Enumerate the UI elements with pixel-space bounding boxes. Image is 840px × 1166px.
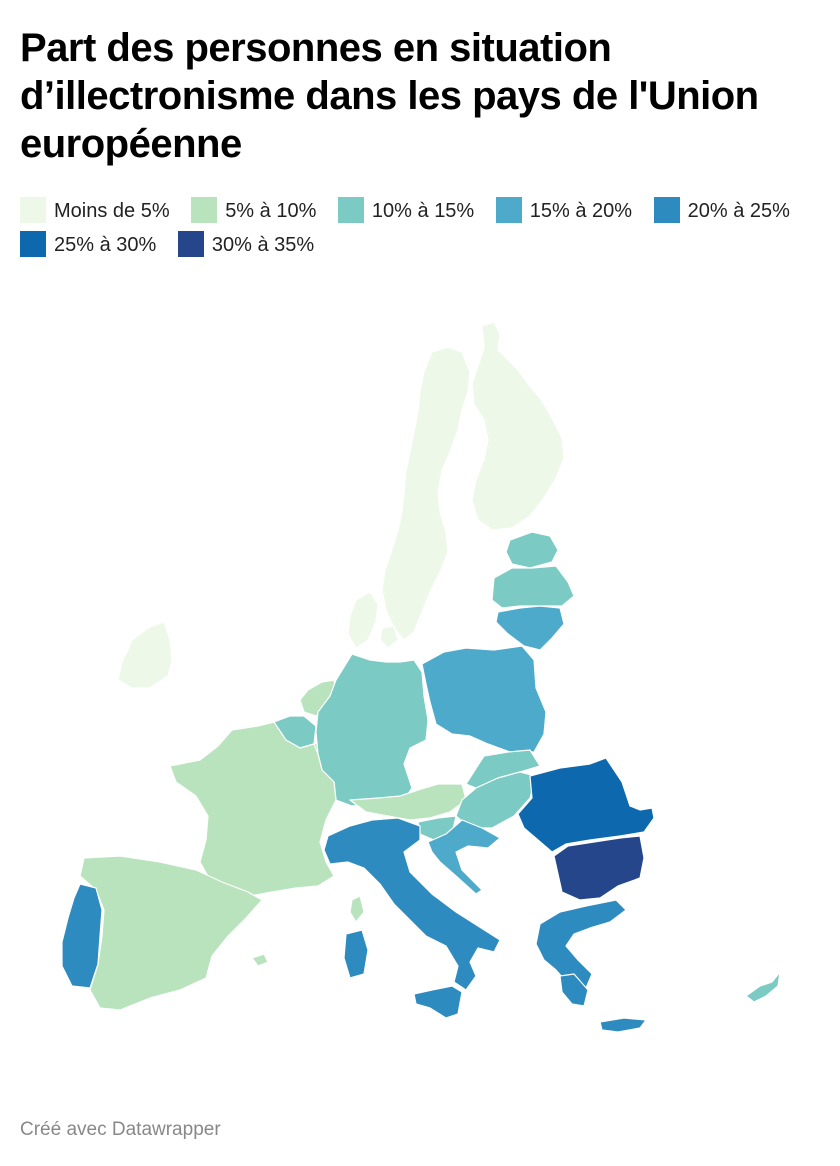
legend-label-1: 5% à 10%: [225, 200, 317, 222]
country-danemark[interactable]: [347, 591, 379, 649]
country-grece[interactable]: [535, 899, 627, 989]
country-grece-crete[interactable]: [599, 1017, 647, 1033]
country-irlande[interactable]: [117, 621, 173, 689]
legend-item-4: 20% à 25%: [653, 197, 790, 223]
country-bulgarie[interactable]: [553, 835, 645, 901]
legend-item-2: 10% à 15%: [337, 197, 475, 223]
legend-swatch-5: [20, 231, 46, 257]
legend-label-4: 20% à 25%: [687, 200, 790, 222]
legend: Moins de 5% 5% à 10% 10% à 15% 15% à 20%…: [20, 194, 820, 262]
country-france[interactable]: [169, 721, 337, 897]
legend-item-5: 25% à 30%: [20, 231, 157, 257]
legend-swatch-0: [20, 197, 46, 223]
legend-swatch-3: [495, 197, 522, 223]
country-grece-peloponnese[interactable]: [559, 973, 589, 1007]
country-estonie[interactable]: [505, 531, 559, 569]
country-italie-sicile[interactable]: [413, 985, 463, 1019]
country-portugal[interactable]: [61, 883, 103, 989]
country-suede[interactable]: [381, 346, 471, 641]
legend-item-0: Moins de 5%: [20, 197, 170, 223]
country-italie-sardaigne[interactable]: [343, 929, 369, 979]
country-chypre[interactable]: [745, 971, 781, 1003]
chart-title: Part des personnes en situation d’illect…: [20, 26, 759, 166]
legend-swatch-6: [177, 231, 204, 257]
country-lettonie[interactable]: [491, 565, 575, 609]
country-france-corse[interactable]: [349, 895, 365, 923]
legend-item-3: 15% à 20%: [495, 197, 633, 223]
legend-label-6: 30% à 35%: [211, 234, 315, 256]
country-lituanie[interactable]: [495, 605, 565, 651]
eu-map: [61, 321, 781, 1033]
legend-swatch-1: [191, 197, 218, 223]
credit: Créé avec Datawrapper: [20, 1119, 221, 1140]
legend-label-3: 15% à 20%: [529, 200, 633, 222]
country-pologne[interactable]: [421, 645, 547, 753]
country-roumanie[interactable]: [517, 757, 655, 853]
country-croatie[interactable]: [427, 819, 501, 895]
legend-swatch-4: [653, 197, 680, 223]
country-finlande[interactable]: [471, 321, 565, 531]
legend-label-5: 25% à 30%: [54, 234, 157, 256]
country-danemark-islands[interactable]: [379, 625, 399, 649]
country-espagne[interactable]: [79, 855, 263, 1011]
country-italie[interactable]: [323, 817, 501, 991]
legend-item-1: 5% à 10%: [191, 197, 317, 223]
legend-label-0: Moins de 5%: [54, 200, 170, 222]
legend-label-2: 10% à 15%: [371, 200, 475, 222]
legend-item-6: 30% à 35%: [177, 231, 315, 257]
legend-swatch-2: [337, 197, 364, 223]
country-malte[interactable]: [251, 953, 269, 967]
